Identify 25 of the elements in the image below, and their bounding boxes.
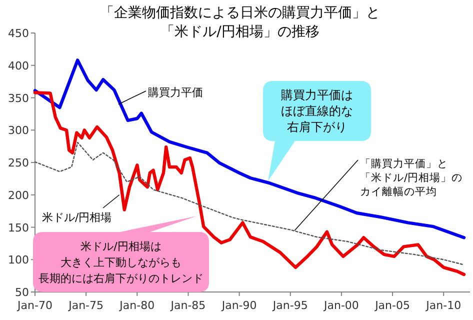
y-tick-label: 350 [8, 92, 29, 105]
y-tick-label: 450 [8, 27, 29, 40]
x-tick-label: Jan-75 [68, 299, 104, 312]
line-series [33, 58, 466, 240]
x-tick-label: Jan-70 [16, 299, 52, 312]
x-tick-label: Jan-95 [272, 299, 308, 312]
annotation: 米ドル/円相場 [42, 211, 112, 224]
x-tick-label: Jan-85 [170, 299, 206, 312]
y-tick-label: 50 [15, 286, 29, 299]
annotation: 購買力平価はほぼ直線的な右肩下がり [281, 88, 353, 134]
y-tick-label: 400 [8, 59, 29, 72]
annotation: 購買力平価 [148, 86, 203, 99]
x-tick-label: Jan-00 [322, 299, 359, 312]
y-tick-label: 300 [8, 124, 29, 138]
x-tick-label: Jan-90 [220, 299, 257, 312]
x-tick-label: Jan-10 [425, 299, 462, 312]
annotation: 米ドル/円相場は大きく上下動しながらも長期的には右肩下がりのトレンド [38, 240, 204, 285]
x-tick-label: Jan-05 [374, 299, 410, 312]
y-tick-label: 200 [8, 188, 29, 202]
y-tick-label: 150 [8, 221, 29, 234]
y-tick-label: 100 [8, 254, 29, 267]
chart-title: 「企業物価指数による日米の購買力平価」と「米ドル/円相場」の推移 [100, 5, 380, 40]
y-tick-label: 250 [8, 156, 29, 170]
annotation: 「購買力平価」と「米ドル/円相場」のカイ離幅の平均 [360, 157, 463, 198]
x-tick-label: Jan-80 [118, 299, 155, 312]
